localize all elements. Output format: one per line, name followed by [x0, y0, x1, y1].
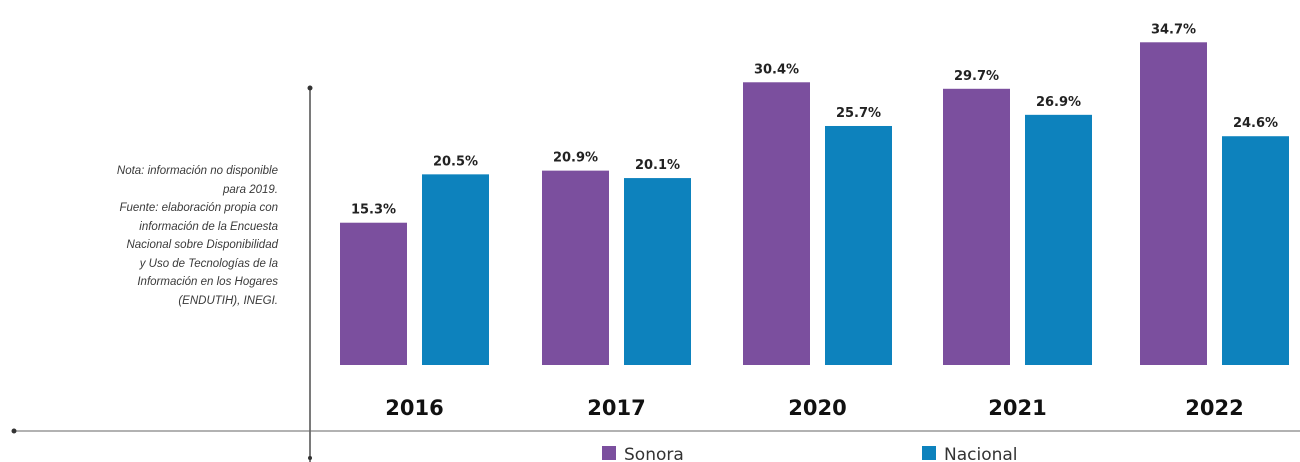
- bar-group-2017: 20.9% 20.1% 2017: [542, 151, 691, 420]
- data-label-nacional-2016: 20.5%: [433, 154, 478, 169]
- data-label-nacional-2022: 24.6%: [1233, 116, 1278, 131]
- bar-sonora-2021: [943, 88, 1010, 365]
- bar-group-2022: 34.7% 24.6% 2022: [1140, 22, 1289, 420]
- bar-nacional-2022: [1222, 136, 1289, 365]
- note-line: para 2019.: [223, 183, 278, 196]
- bar-sonora-2016: [340, 222, 407, 365]
- category-label-2020: 2020: [788, 396, 846, 420]
- note-line: Información en los Hogares: [137, 276, 278, 288]
- note-line: y Uso de Tecnologías de la: [139, 257, 278, 270]
- category-label-2022: 2022: [1185, 396, 1243, 420]
- note-line: (ENDUTIH), INEGI.: [178, 294, 278, 307]
- legend-swatch-nacional: [922, 446, 936, 460]
- legend-item-sonora: Sonora: [602, 445, 684, 462]
- legend: Sonora Nacional: [602, 445, 1018, 462]
- data-label-nacional-2017: 20.1%: [635, 158, 680, 173]
- data-label-sonora-2020: 30.4%: [754, 62, 799, 77]
- bars-layer: 15.3% 20.5% 2016 20.9% 20.1% 2017 30.4% 25.7% 20…: [340, 22, 1289, 420]
- legend-label-nacional: Nacional: [944, 445, 1018, 462]
- note-line: Nota: información no disponible: [116, 165, 278, 177]
- bar-sonora-2022: [1140, 42, 1207, 365]
- data-label-nacional-2021: 26.9%: [1036, 95, 1081, 110]
- legend-swatch-sonora: [602, 446, 616, 460]
- note-line: información de la Encuesta: [139, 220, 278, 233]
- bar-group-2016: 15.3% 20.5% 2016: [340, 154, 489, 420]
- horizontal-axis-left-dot: [11, 428, 17, 434]
- data-label-nacional-2020: 25.7%: [836, 106, 881, 121]
- note-line: Fuente: elaboración propia con: [119, 202, 278, 214]
- source-note: Nota: información no disponible para 201…: [16, 162, 278, 310]
- bar-group-2020: 30.4% 25.7% 2020: [743, 62, 892, 420]
- data-label-sonora-2016: 15.3%: [351, 203, 396, 218]
- data-label-sonora-2017: 20.9%: [553, 151, 598, 166]
- data-label-sonora-2021: 29.7%: [954, 69, 999, 84]
- data-label-sonora-2022: 34.7%: [1151, 22, 1196, 37]
- category-label-2017: 2017: [587, 396, 645, 420]
- bar-nacional-2016: [422, 174, 489, 365]
- bar-nacional-2021: [1025, 114, 1092, 365]
- legend-label-sonora: Sonora: [624, 445, 684, 462]
- bar-sonora-2017: [542, 170, 609, 365]
- axes: [11, 85, 1300, 462]
- bar-sonora-2020: [743, 82, 810, 365]
- note-line: Nacional sobre Disponibilidad: [126, 239, 278, 251]
- category-label-2016: 2016: [385, 396, 443, 420]
- vertical-axis-bottom-dot: [308, 456, 312, 460]
- legend-item-nacional: Nacional: [922, 445, 1018, 462]
- vertical-axis-top-dot: [307, 85, 313, 91]
- category-label-2021: 2021: [988, 396, 1046, 420]
- bar-nacional-2020: [825, 125, 892, 366]
- bar-nacional-2017: [624, 178, 691, 365]
- bar-group-2021: 29.7% 26.9% 2021: [943, 69, 1092, 420]
